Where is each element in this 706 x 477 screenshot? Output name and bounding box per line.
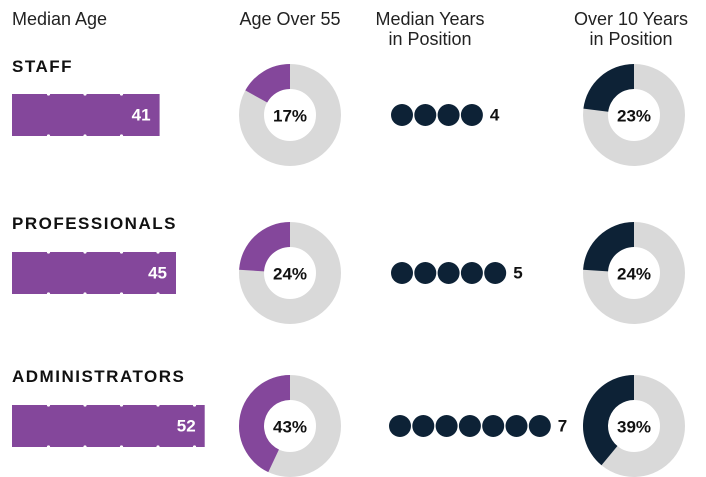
- administrators-age-value: 52: [177, 417, 196, 436]
- professionals-year-dot: [484, 262, 507, 284]
- staff-over55-donut-label: 17%: [273, 107, 307, 126]
- administrators-year-dot: [458, 415, 481, 437]
- administrators-year-dot: [412, 415, 435, 437]
- administrators-year-dot: [482, 415, 505, 437]
- professionals-year-dot: [460, 262, 483, 284]
- administrators-year-dot: [505, 415, 528, 437]
- professionals-over10-donut-slice: [583, 222, 634, 272]
- professionals-over55-donut-slice: [239, 222, 290, 272]
- administrators-age-bar-notch: [192, 403, 197, 407]
- professionals-age-bar-notch: [83, 250, 87, 254]
- administrators-over55-donut-label: 43%: [273, 418, 307, 437]
- group-label-professionals: PROFESSIONALS: [12, 214, 177, 233]
- professionals-age-bar-notch: [119, 250, 124, 254]
- header-over-10-years-line1: Over 10 Years: [573, 9, 689, 29]
- administrators-age-bar-notch: [83, 403, 87, 407]
- header-over-10-years: Over 10 Years in Position: [556, 9, 706, 49]
- header-over-10-years-line2: in Position: [589, 29, 673, 49]
- staff-over10-donut-label: 23%: [617, 107, 651, 126]
- staff-age-bar-notch: [119, 134, 124, 138]
- professionals-age-bar: [12, 252, 176, 294]
- staff-age-bar-notch: [83, 134, 87, 138]
- staff-over55-donut-slice: [245, 64, 290, 103]
- administrators-over10-donut-slice: [583, 375, 634, 466]
- staff-year-dot: [391, 104, 413, 126]
- professionals-years-value: 5: [513, 264, 522, 283]
- header-median-years: Median Years in Position: [355, 9, 505, 49]
- administrators-age-bar-notch: [156, 403, 160, 407]
- staff-year-dot: [414, 104, 437, 126]
- staff-age-bar-notch: [119, 92, 124, 96]
- administrators-age-bar-notch: [46, 403, 51, 407]
- administrators-years-value: 7: [558, 417, 567, 436]
- administrators-year-dot: [435, 415, 458, 437]
- administrators-age-bar-notch: [119, 403, 124, 407]
- professionals-year-dot: [391, 262, 413, 284]
- professionals-age-bar-notch: [156, 250, 160, 254]
- staff-age-bar-notch: [46, 92, 51, 96]
- administrators-age-bar-notch: [192, 445, 197, 449]
- staff-year-dot: [437, 104, 460, 126]
- header-median-age: Median Age: [12, 9, 108, 29]
- administrators-age-bar-notch: [119, 445, 124, 449]
- group-label-administrators: ADMINISTRATORS: [12, 367, 186, 386]
- administrators-age-bar-notch: [156, 445, 160, 449]
- administrators-year-dot: [528, 415, 551, 437]
- header-median-years-line2: in Position: [388, 29, 472, 49]
- professionals-age-bar-notch: [156, 292, 160, 296]
- administrators-over55-donut-slice: [238, 375, 290, 473]
- administrators-year-dot: [389, 415, 411, 437]
- staff-year-dot: [460, 104, 483, 126]
- professionals-year-dot: [414, 262, 437, 284]
- professionals-year-dot: [437, 262, 460, 284]
- professionals-age-bar-notch: [46, 250, 51, 254]
- professionals-age-value: 45: [148, 264, 167, 283]
- administrators-age-bar-notch: [83, 445, 87, 449]
- staff-years-value: 4: [490, 106, 500, 125]
- staff-age-bar-notch: [46, 134, 51, 138]
- professionals-over55-donut-label: 24%: [273, 265, 307, 284]
- administrators-age-bar: [12, 405, 205, 447]
- professionals-age-bar-notch: [46, 292, 51, 296]
- header-median-years-line1: Median Years: [375, 9, 485, 29]
- staff-age-bar: [12, 94, 160, 136]
- header-age-over-55: Age Over 55: [239, 9, 341, 29]
- professionals-age-bar-notch: [83, 292, 87, 296]
- professionals-over10-donut-label: 24%: [617, 265, 651, 284]
- professionals-age-bar-notch: [119, 292, 124, 296]
- administrators-over10-donut-label: 39%: [617, 418, 651, 437]
- administrators-age-bar-notch: [46, 445, 51, 449]
- group-label-staff: STAFF: [12, 57, 74, 76]
- staff-over10-donut-slice: [583, 64, 634, 112]
- staff-age-bar-notch: [83, 92, 87, 96]
- staff-age-value: 41: [132, 106, 151, 125]
